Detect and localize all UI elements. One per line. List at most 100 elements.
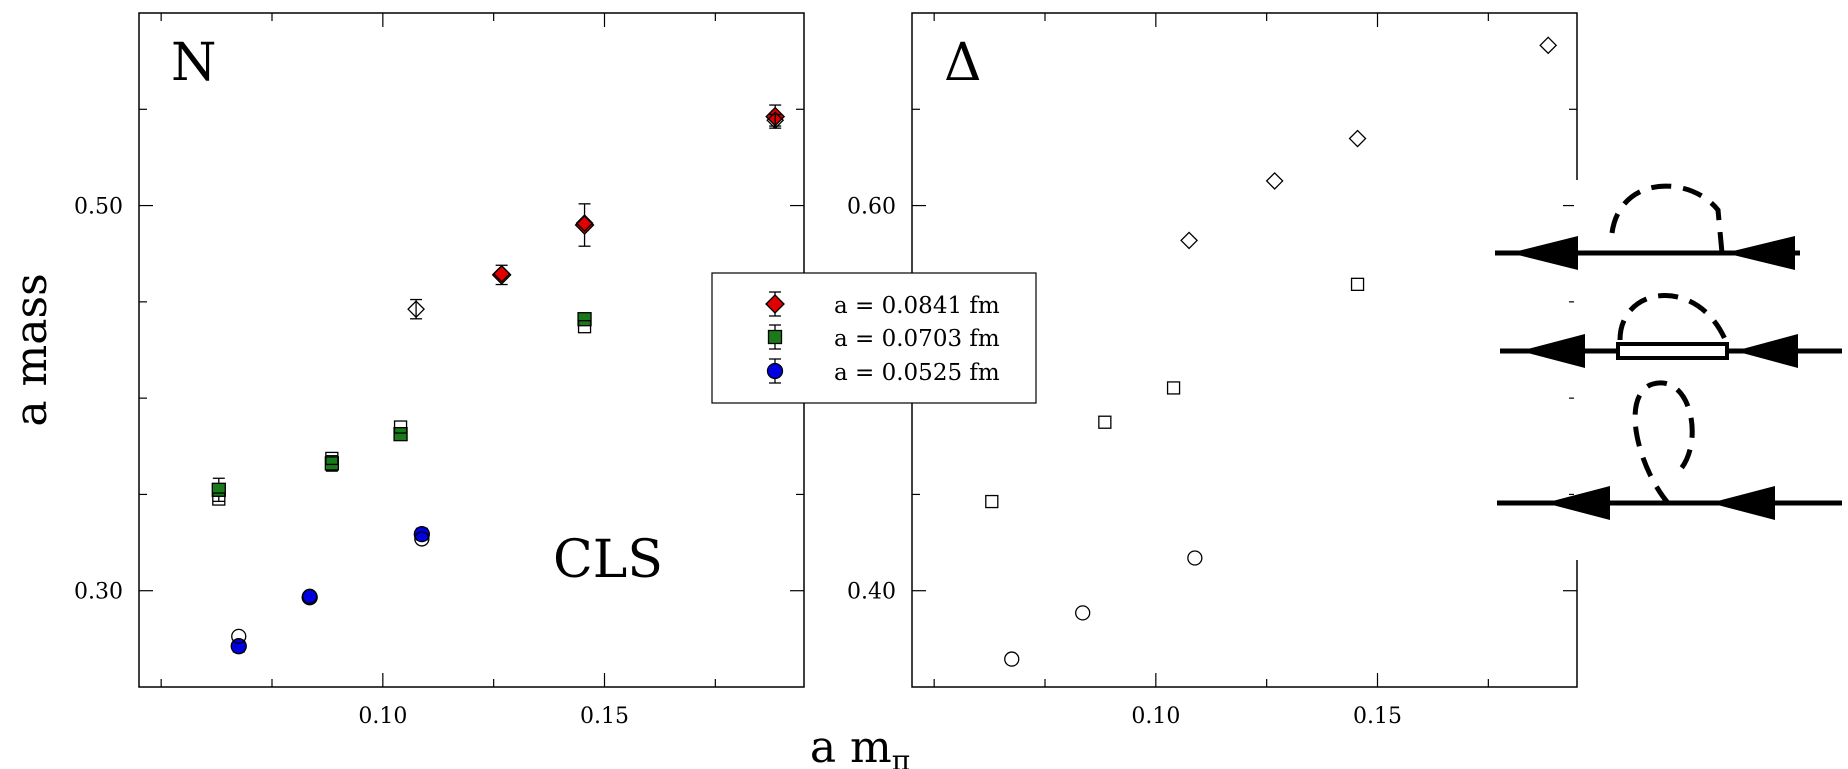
legend-label-2: a = 0.0525 fm xyxy=(834,360,1000,386)
panel-1-series-0-point-1 xyxy=(1265,172,1284,190)
panel-1-series-0-point-0 xyxy=(1180,231,1199,250)
panel-0-series-5-point-0-shape xyxy=(231,628,247,645)
panel-0-series-2-point-2 xyxy=(413,525,430,543)
panel-0-ytick-label-0: 0.30 xyxy=(74,580,123,605)
legend-label-0: a = 0.0841 fm xyxy=(834,293,1000,319)
panel-1-xtick-label-0: 0.10 xyxy=(1131,704,1180,729)
diagram-2-loop xyxy=(1617,293,1730,345)
panel-n-frame xyxy=(138,12,805,688)
legend: a = 0.0841 fm a = 0.0703 fm a = 0.0525 f… xyxy=(711,272,1037,404)
feynman-diagrams xyxy=(1495,180,1848,560)
legend-box xyxy=(711,272,1037,404)
panel-0-series-1-point-2-shape xyxy=(393,427,408,442)
legend-label-1: a = 0.0703 fm xyxy=(834,326,1000,352)
panel-1-series-0-point-3 xyxy=(1539,36,1558,55)
panel-0-series-5-point-2-shape xyxy=(414,531,430,547)
diagram-1-loop xyxy=(1609,183,1725,254)
diagram-2 xyxy=(1500,293,1842,368)
diagram-3-arrow-right xyxy=(1710,486,1775,520)
panel-0-series-1-point-1 xyxy=(324,456,340,471)
legend-marker-0 xyxy=(765,294,785,314)
legend-marker-1-shape xyxy=(767,329,783,345)
panel-0-series-4-point-2-shape xyxy=(393,420,408,434)
panel-0-series-4-point-2 xyxy=(393,420,408,434)
panel-0-xtick-label-0: 0.10 xyxy=(358,704,407,729)
panel-1-series-0-point-2-shape xyxy=(1348,129,1367,148)
panel-0-series-4-point-1-shape xyxy=(325,451,339,466)
panel-1-series-0-point-0-shape xyxy=(1180,231,1199,250)
panel-1-xtick-label-1: 0.15 xyxy=(1353,704,1402,729)
panel-0-series-1-point-3-shape xyxy=(577,312,592,327)
panel-0-series-5-point-1-shape xyxy=(302,588,318,604)
panel-0-series-1-point-2 xyxy=(393,427,408,442)
panel-0-ytick-label-1: 0.50 xyxy=(74,195,123,220)
panel-0-series-3-point-3 xyxy=(766,111,785,130)
panel-delta-label: Δ xyxy=(944,33,982,93)
panel-0-series-3-point-1-shape xyxy=(492,264,511,283)
panel-1-series-1-point-1-shape xyxy=(1098,415,1112,429)
diagram-3-loop xyxy=(1632,380,1695,505)
panel-0-series-4-point-0-shape xyxy=(212,492,226,506)
panel-n-plot: 0.10 0.15 0.30 0.50 xyxy=(74,13,804,729)
panel-0-series-5-point-2 xyxy=(414,531,430,547)
panel-1-series-1-point-2 xyxy=(1166,381,1181,395)
panel-0-series-0-point-1 xyxy=(574,215,595,235)
diagram-backdrop xyxy=(1574,180,1848,560)
panel-1-series-2-point-0 xyxy=(1004,651,1020,667)
panel-0-series-2-point-2-shape xyxy=(413,525,430,543)
diagram-1-arrow-right xyxy=(1725,236,1795,270)
panel-0-series-4-point-0 xyxy=(212,492,226,506)
legend-marker-2-shape xyxy=(766,362,784,380)
legend-marker-1 xyxy=(767,329,783,345)
panel-0-series-3-point-0 xyxy=(407,300,426,319)
panel-1-series-2-point-2-shape xyxy=(1187,550,1203,566)
panel-1-series-2-point-0-shape xyxy=(1004,651,1020,667)
panel-1-series-0-point-3-shape xyxy=(1539,36,1558,55)
diagram-2-arrow-right xyxy=(1735,334,1798,368)
panel-0-series-0-point-1-shape xyxy=(574,215,595,235)
diagram-1 xyxy=(1495,183,1800,270)
cls-annotation: CLS xyxy=(553,530,663,590)
panel-0-series-3-point-3-shape xyxy=(766,111,785,130)
panel-1-series-2-point-1-shape xyxy=(1075,605,1091,621)
diagram-3 xyxy=(1497,380,1842,520)
panel-0-series-3-point-2-shape xyxy=(575,214,594,233)
panel-delta-plot: 0.10 0.15 0.40 0.60 xyxy=(847,13,1577,729)
legend-marker-2 xyxy=(766,362,784,380)
panel-1-series-2-point-2 xyxy=(1187,550,1203,566)
panel-0-series-5-point-1 xyxy=(302,588,318,604)
panel-0-series-4-point-1 xyxy=(325,451,339,466)
panel-n-label: N xyxy=(171,33,217,93)
panel-0-xtick-label-1: 0.15 xyxy=(580,704,629,729)
panel-0-series-1-point-0-shape xyxy=(211,482,226,497)
panel-0-series-4-point-3-shape xyxy=(577,320,592,334)
panel-1-series-1-point-0 xyxy=(985,494,999,509)
panel-1-series-1-point-3 xyxy=(1350,277,1365,291)
panel-1-series-0-point-1-shape xyxy=(1265,172,1284,190)
panel-0-series-5-point-0 xyxy=(231,628,247,645)
panel-0-series-1-point-3 xyxy=(577,312,592,327)
panel-0-series-3-point-0-shape xyxy=(407,300,426,319)
legend-marker-0-shape xyxy=(765,294,785,314)
panel-1-series-0-point-2 xyxy=(1348,129,1367,148)
panel-1-ytick-label-0: 0.40 xyxy=(847,580,896,605)
panel-1-series-1-point-1 xyxy=(1098,415,1112,429)
diagram-2-double-line xyxy=(1616,342,1729,360)
panel-0-series-3-point-2 xyxy=(575,214,594,233)
x-axis-title-main: a m xyxy=(810,722,892,769)
panel-1-series-1-point-3-shape xyxy=(1350,277,1365,291)
panel-1-series-2-point-1 xyxy=(1075,605,1091,621)
diagram-1-arrow-left xyxy=(1510,236,1578,270)
panel-0-series-1-point-1-shape xyxy=(324,456,340,471)
diagram-2-arrow-left xyxy=(1520,334,1585,368)
x-axis-title: a mπ xyxy=(810,722,910,769)
panel-1-series-1-point-2-shape xyxy=(1166,381,1181,395)
panel-0-series-1-point-0 xyxy=(211,482,226,497)
diagram-3-arrow-left xyxy=(1545,486,1610,520)
panel-1-ytick-label-1: 0.60 xyxy=(847,195,896,220)
panel-0-series-4-point-3 xyxy=(577,320,592,334)
panel-1-series-1-point-0-shape xyxy=(985,494,999,509)
panel-0-series-3-point-1 xyxy=(492,264,511,283)
y-axis-title: a mass xyxy=(6,273,57,426)
